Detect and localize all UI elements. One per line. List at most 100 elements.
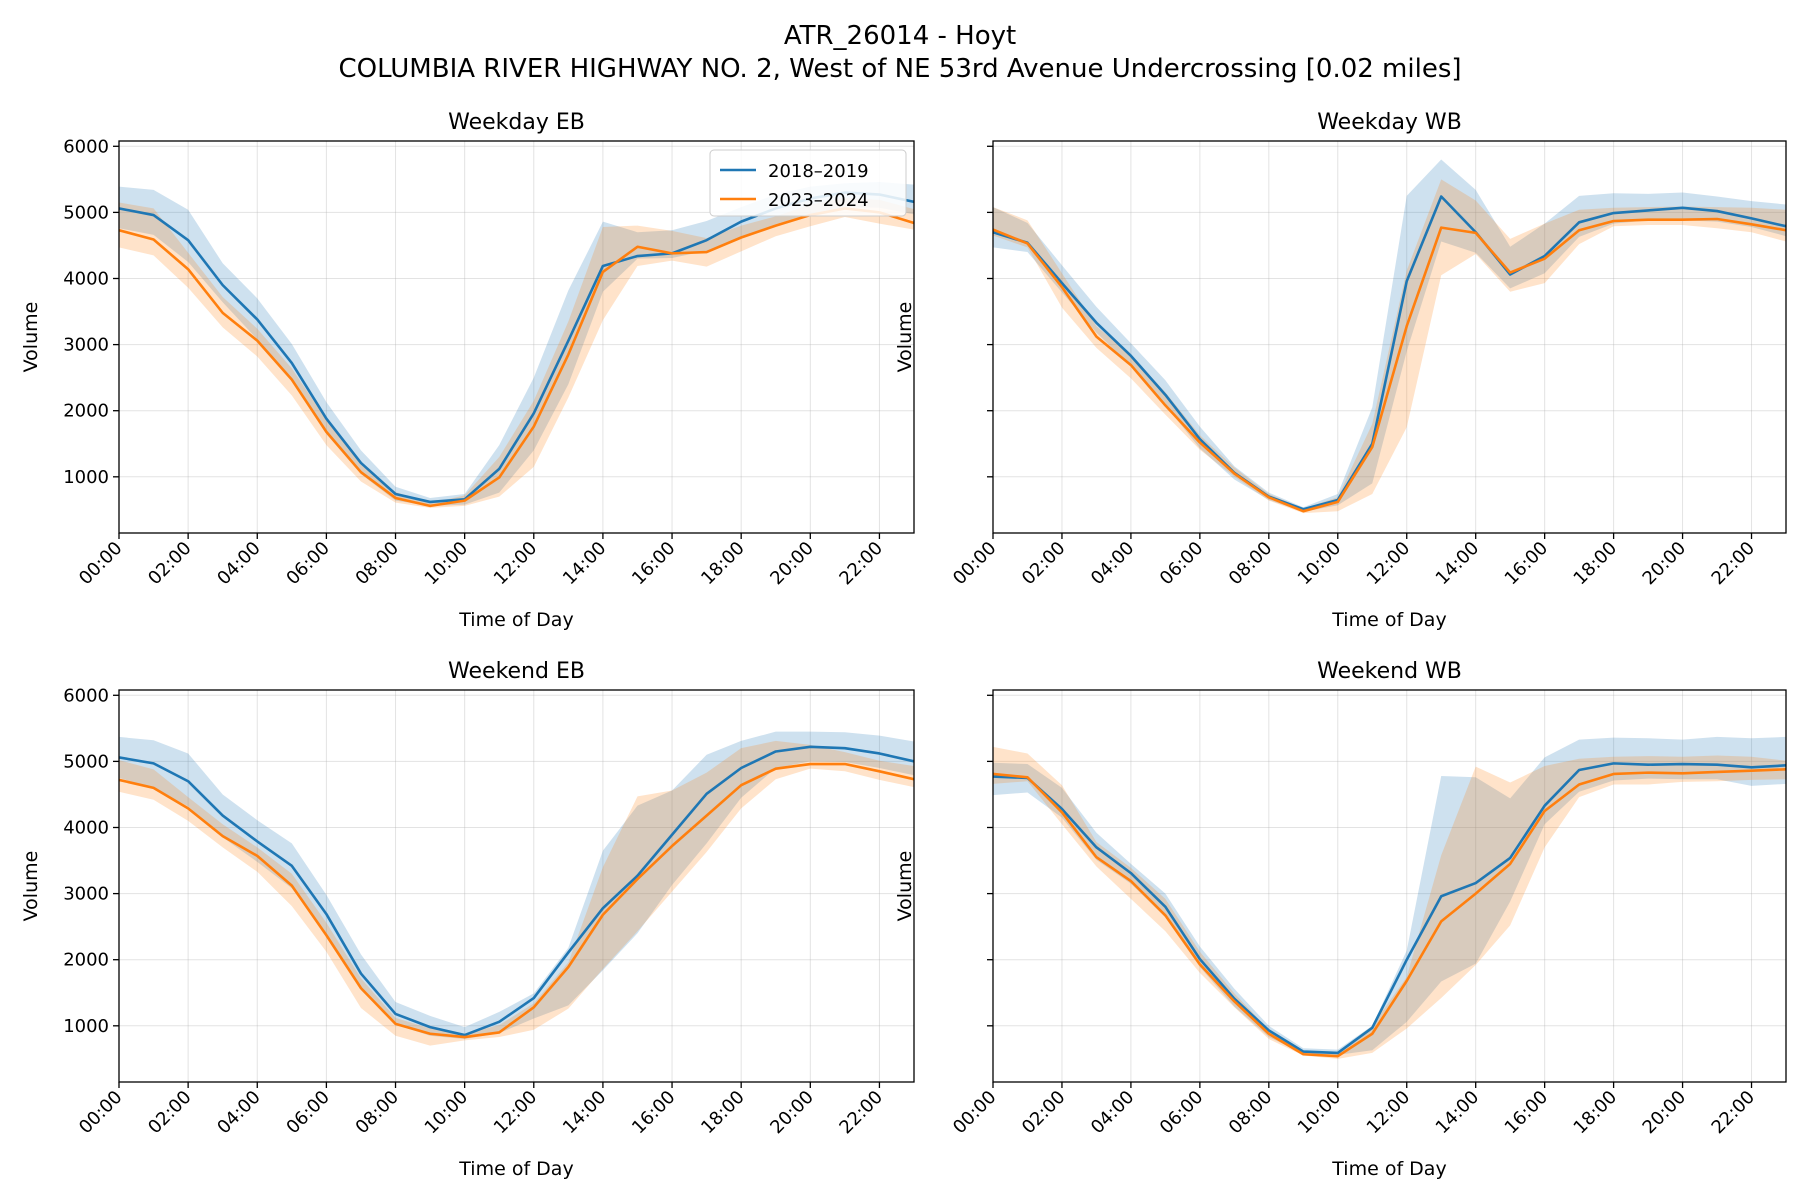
x-axis-label: Time of Day (1331, 1158, 1446, 1180)
y-tick-label: 4000 (63, 817, 109, 838)
subplot-title: Weekend EB (448, 659, 585, 684)
series-band-2023-2024 (119, 740, 914, 1046)
x-tick-label: 20:00 (766, 1087, 818, 1139)
x-tick-label: 02:00 (1018, 1087, 1070, 1139)
legend-label: 2023–2024 (768, 190, 869, 211)
plot-area (993, 159, 1786, 514)
x-axis-label: Time of Day (1331, 609, 1446, 631)
x-tick-label: 06:00 (282, 1087, 334, 1139)
subplot-weekday-eb: Weekday EB 00:00 02:00 04:00 06:00 08:00 10:00… (20, 110, 915, 631)
x-tick-label: 02:00 (144, 1087, 196, 1139)
legend-box (709, 149, 907, 217)
x-tick-label: 00:00 (75, 1087, 127, 1139)
x-tick-label: 02:00 (1018, 538, 1070, 590)
grid-lines (992, 141, 1786, 533)
x-tick-label: 16:00 (1501, 1087, 1553, 1139)
x-axis: 00:00 02:00 04:00 06:00 08:00 10:00 12:00 14:00… (75, 1082, 887, 1138)
series-band-2023-2024 (119, 197, 914, 508)
x-axis-label: Time of Day (458, 609, 573, 631)
x-axis: 00:00 02:00 04:00 06:00 08:00 10:00 12:00 14:00… (75, 533, 887, 589)
axes-frame (992, 140, 1787, 534)
x-tick-label: 00:00 (949, 1087, 1001, 1139)
x-tick-label: 22:00 (1708, 538, 1760, 590)
y-tick-label: 1000 (63, 467, 109, 488)
x-axis: 00:00 02:00 04:00 06:00 08:00 10:00 12:00 14:00… (949, 1082, 1759, 1138)
y-axis: 1000 2000 3000 4000 5000 6000 (63, 685, 119, 1037)
axes-frame (118, 140, 915, 534)
x-tick-label: 20:00 (1639, 1087, 1691, 1139)
y-tick-label: 5000 (63, 751, 109, 772)
y-axis-label: Volume (894, 851, 916, 922)
subplot-grid: Weekday EB 00:00 02:00 04:00 06:00 08:00 10:00… (20, 110, 1787, 1180)
y-tick-label: 2000 (63, 950, 109, 971)
series-line-2023-2024 (993, 768, 1786, 1058)
x-tick-label: 12:00 (490, 538, 542, 590)
x-axis-label: Time of Day (458, 1158, 573, 1180)
subplot-weekend-eb: Weekend EB 00:00 02:00 04:00 06:00 08:00 10:00… (20, 659, 915, 1180)
x-tick-label: 00:00 (75, 538, 127, 590)
x-tick-label: 18:00 (697, 538, 749, 590)
series-line-2023-2024 (119, 762, 914, 1039)
x-tick-label: 08:00 (352, 1087, 404, 1139)
x-tick-label: 10:00 (1294, 538, 1346, 590)
series-line-2023-2024 (993, 217, 1786, 513)
subplot-title: Weekday EB (448, 110, 585, 135)
y-tick-label: 4000 (63, 268, 109, 289)
y-tick-label: 6000 (63, 685, 109, 706)
x-tick-label: 18:00 (1570, 1087, 1622, 1139)
y-axis (987, 694, 993, 1027)
x-tick-label: 16:00 (1501, 538, 1553, 590)
x-tick-label: 18:00 (1570, 538, 1622, 590)
x-tick-label: 10:00 (1294, 1087, 1346, 1139)
grid-lines (118, 690, 914, 1082)
legend: 2018–2019 2023–2024 (709, 149, 907, 217)
x-tick-label: 04:00 (1087, 538, 1139, 590)
x-tick-label: 20:00 (766, 538, 818, 590)
x-tick-label: 16:00 (628, 1087, 680, 1139)
x-tick-label: 12:00 (490, 1087, 542, 1139)
x-tick-label: 04:00 (1087, 1087, 1139, 1139)
x-tick-label: 08:00 (1225, 538, 1277, 590)
plot-area (993, 736, 1786, 1059)
x-tick-label: 06:00 (282, 538, 334, 590)
x-tick-label: 18:00 (697, 1087, 749, 1139)
x-tick-label: 14:00 (559, 1087, 611, 1139)
x-tick-label: 14:00 (1432, 538, 1484, 590)
x-tick-label: 08:00 (1225, 1087, 1277, 1139)
x-axis: 00:00 02:00 04:00 06:00 08:00 10:00 12:00 14:00… (949, 533, 1759, 589)
axes-frame (992, 689, 1787, 1083)
y-axis-label: Volume (20, 302, 42, 373)
legend-label: 2018–2019 (768, 161, 869, 182)
x-tick-label: 12:00 (1363, 538, 1415, 590)
x-tick-label: 12:00 (1363, 1087, 1415, 1139)
y-axis-label: Volume (894, 302, 916, 373)
axes-frame (118, 689, 915, 1083)
plot-area (119, 731, 914, 1046)
x-tick-label: 22:00 (1708, 1087, 1760, 1139)
x-tick-label: 22:00 (835, 538, 887, 590)
series-line-2018-2019 (993, 762, 1786, 1055)
y-tick-label: 3000 (63, 884, 109, 905)
x-tick-label: 04:00 (213, 1087, 265, 1139)
subplot-title: Weekend WB (1317, 659, 1462, 684)
x-tick-label: 22:00 (835, 1087, 887, 1139)
x-tick-label: 10:00 (421, 1087, 473, 1139)
figure-title: ATR_26014 - Hoyt (784, 21, 1016, 51)
y-axis-label: Volume (20, 851, 42, 922)
series-line-2018-2019 (993, 195, 1786, 511)
y-tick-label: 1000 (63, 1016, 109, 1037)
y-axis: 1000 2000 3000 4000 5000 6000 (63, 136, 119, 488)
series-band-2018-2019 (119, 731, 914, 1040)
subplot-weekend-wb: Weekend WB 00:00 02:00 04:00 06:00 08:00 10:00… (894, 659, 1787, 1180)
series-line-2023-2024 (119, 207, 914, 508)
x-tick-label: 20:00 (1639, 538, 1691, 590)
subplot-weekday-wb: Weekday WB 00:00 02:00 04:00 06:00 08:00 10:00… (894, 110, 1787, 631)
subplot-title: Weekday WB (1317, 110, 1462, 135)
x-tick-label: 00:00 (949, 538, 1001, 590)
series-band-2023-2024 (993, 746, 1786, 1059)
x-tick-label: 02:00 (144, 538, 196, 590)
x-tick-label: 10:00 (421, 538, 473, 590)
y-tick-label: 5000 (63, 202, 109, 223)
